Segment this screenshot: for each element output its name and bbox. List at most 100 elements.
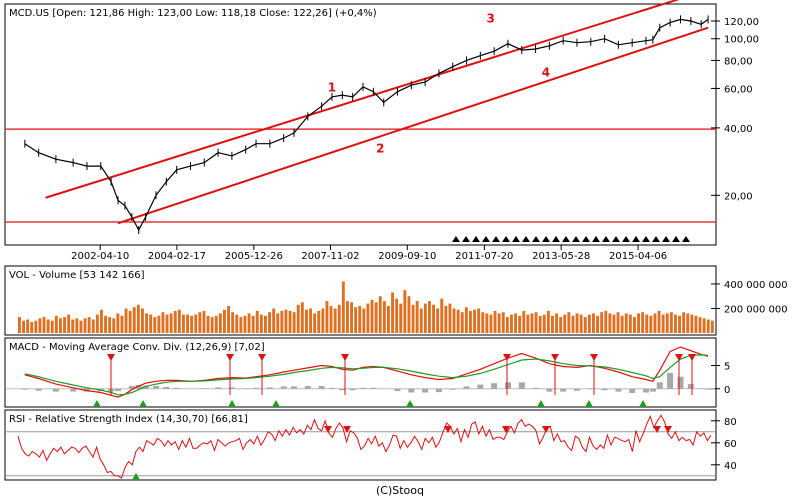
volume-bar <box>587 314 591 333</box>
volume-bar <box>22 320 25 333</box>
volume-bar <box>682 312 686 333</box>
rsi-series <box>17 414 712 479</box>
volume-bar <box>505 317 509 333</box>
trend-channel <box>45 0 709 225</box>
price-series <box>24 15 709 234</box>
macd-histogram-bar <box>70 388 77 392</box>
volume-bar <box>79 320 83 333</box>
macd-sell-marker <box>675 354 683 361</box>
signal-triangle <box>482 236 490 242</box>
volume-bar <box>264 315 267 333</box>
volume-bar <box>444 306 448 333</box>
volume-bar <box>620 315 624 333</box>
volume-bar <box>653 313 657 333</box>
macd-histogram <box>21 373 712 393</box>
macd-histogram-bar <box>280 386 287 389</box>
volume-bar <box>481 312 485 333</box>
volume-bar <box>415 301 419 333</box>
macd-lines <box>24 346 709 398</box>
volume-bar <box>120 315 124 333</box>
volume-bar <box>456 309 460 333</box>
volume-bar <box>432 304 435 333</box>
macd-histogram-bar <box>291 386 297 389</box>
volume-bar <box>157 315 161 333</box>
volume-bar <box>423 303 427 333</box>
volume-bar <box>358 306 362 333</box>
volume-bar <box>169 313 173 333</box>
volume-bar <box>83 318 87 333</box>
macd-y-tick-label: 5 <box>724 362 730 373</box>
volume-bar <box>633 317 636 333</box>
volume-bar <box>362 308 366 333</box>
macd-histogram-bar <box>135 385 142 389</box>
volume-bar <box>247 313 251 333</box>
macd-sell-marker <box>503 354 511 361</box>
volume-bar <box>198 312 202 333</box>
signal-triangle <box>512 236 520 242</box>
macd-histogram-bar <box>649 388 656 392</box>
rsi-overbought-marker <box>653 426 661 433</box>
rsi-overbought-marker <box>324 426 332 433</box>
macd-histogram-bar <box>449 388 456 390</box>
volume-bar <box>551 315 554 333</box>
volume-bar <box>600 312 604 333</box>
rsi-panel-frame <box>4 409 717 481</box>
volume-bar <box>534 312 538 333</box>
macd-histogram-bar <box>35 388 42 391</box>
volume-bar <box>202 310 206 333</box>
volume-bar <box>259 314 263 333</box>
macd-histogram-bar <box>601 388 608 391</box>
macd-buy-marker <box>272 400 280 407</box>
macd-histogram-bar <box>560 388 567 392</box>
volume-bar <box>366 303 370 333</box>
volume-panel-title: VOL - Volume [53 142 166] <box>9 270 145 281</box>
price-x-tick-label: 2013-05-28 <box>532 251 590 262</box>
signal-triangle <box>552 236 560 242</box>
macd-histogram-bar <box>394 388 401 392</box>
volume-bar <box>538 315 542 333</box>
volume-bar <box>469 310 472 333</box>
volume-bar <box>391 292 394 333</box>
volume-bar <box>321 308 325 333</box>
rsi-overbought-marker <box>664 426 672 433</box>
volume-bar <box>354 307 358 333</box>
volume-bar <box>485 313 489 333</box>
price-close-line <box>24 18 709 232</box>
macd-histogram-bar <box>656 382 663 389</box>
volume-bar <box>325 301 329 333</box>
macd-sell-marker <box>107 354 115 361</box>
macd-histogram-bar <box>698 388 705 389</box>
volume-bar <box>182 314 185 333</box>
volume-bar <box>223 309 226 333</box>
volume-bar <box>592 313 595 333</box>
volume-bar <box>477 308 481 333</box>
macd-histogram-bar <box>505 382 511 389</box>
volume-bar <box>190 315 194 333</box>
macd-histogram-bar <box>491 383 498 389</box>
volume-bar <box>67 314 71 333</box>
price-y-tick-label: 100,00 <box>724 35 759 46</box>
volume-bar <box>448 303 452 333</box>
volume-bar <box>292 312 296 333</box>
macd-signal-line <box>24 354 709 396</box>
price-x-tick-label: 2015-04-06 <box>609 251 667 262</box>
macd-histogram-bar <box>687 384 694 389</box>
volume-bar <box>288 310 292 333</box>
volume-bar <box>637 313 640 333</box>
volume-bar <box>596 315 599 333</box>
volume-bar <box>108 317 112 333</box>
volume-bar <box>501 312 505 333</box>
volume-bar <box>313 313 317 333</box>
volume-bar <box>251 315 255 333</box>
volume-bar <box>280 310 284 333</box>
signal-triangle <box>532 236 540 242</box>
volume-bar <box>112 318 116 333</box>
macd-histogram-bar <box>153 386 159 389</box>
volume-bar <box>493 310 497 333</box>
volume-bar <box>510 314 513 333</box>
signal-triangle <box>682 236 690 242</box>
macd-histogram-bar <box>615 388 622 392</box>
volume-bar <box>91 319 95 333</box>
signal-triangle <box>602 236 610 242</box>
volume-bar <box>645 314 649 333</box>
